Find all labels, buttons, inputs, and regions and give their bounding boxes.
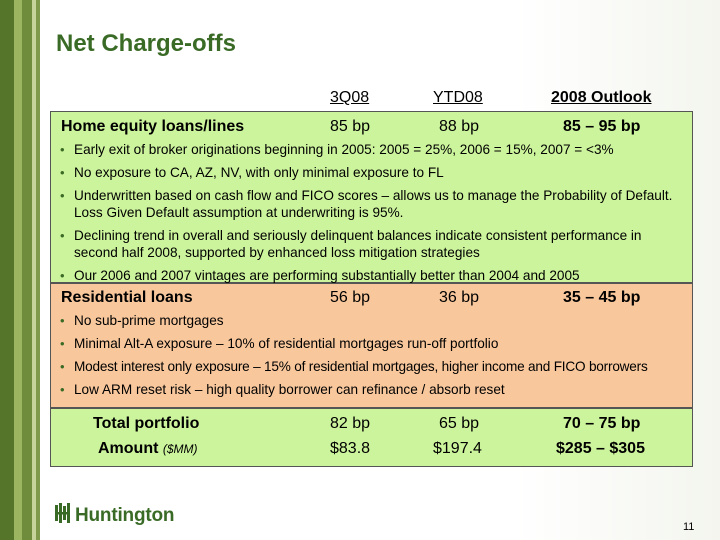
residential-outlook: 35 – 45 bp [563,289,641,306]
totals-section: Total portfolio 82 bp 65 bp 70 – 75 bp A… [50,408,693,467]
bullet-icon: • [60,359,65,374]
bullet-icon: • [60,313,65,328]
bullet-icon: • [60,165,65,180]
residential-3q08: 56 bp [330,289,371,306]
bullet-icon: • [60,228,65,243]
bullet-item: • Low ARM reset risk – high quality borro… [60,382,505,397]
residential-section: Residential loans 56 bp 36 bp 35 – 45 bp… [50,283,693,408]
total-portfolio-label: Total portfolio [93,415,200,432]
home-equity-bullets: • Early exit of broker originations begin… [59,141,686,290]
amount-3q08: $83.8 [330,440,371,457]
amount-label: Amount [98,440,159,457]
bullet-icon: • [60,188,65,203]
left-stripe-light [14,0,22,540]
slide-title: Net Charge-offs [56,30,237,57]
total-portfolio-3q08: 82 bp [330,415,371,432]
bullet-icon: • [60,142,65,157]
amount-outlook: $285 – $305 [556,440,645,457]
amount-unit: ($MM) [162,442,198,456]
bullet-item: • Early exit of broker originations begin… [60,142,614,157]
total-portfolio-ytd08: 65 bp [439,415,480,432]
bullet-item: • No sub-prime mortgages [60,313,224,328]
left-stripe-dark [0,0,14,540]
home-equity-label: Home equity loans/lines [61,118,245,135]
column-header-outlook: 2008 Outlook [551,89,652,106]
amount-label-group: Amount ($MM) [98,440,198,458]
left-stripe-mid [22,0,32,540]
home-equity-ytd08: 88 bp [439,118,480,135]
huntington-logo-text: Huntington [75,505,175,526]
total-portfolio-outlook: 70 – 75 bp [563,415,641,432]
bullet-item: • Underwritten based on cash flow and FIC… [60,188,673,220]
left-stripe-edge [36,0,40,540]
column-header-3q08: 3Q08 [330,89,370,106]
home-equity-outlook: 85 – 95 bp [563,118,641,135]
bullet-icon: • [60,382,65,397]
home-equity-3q08: 85 bp [330,118,371,135]
bullet-item: • Our 2006 and 2007 vintages are performi… [60,268,580,283]
residential-ytd08: 36 bp [439,289,480,306]
bullet-icon: • [60,336,65,351]
bullet-icon: • [60,268,65,283]
page-number: 11 [683,521,695,533]
bullet-item: • No exposure to CA, AZ, NV, with only mi… [60,165,444,180]
bullet-item: • Minimal Alt-A exposure – 10% of residen… [60,336,499,351]
huntington-logo-icon [55,503,70,523]
column-header-ytd08: YTD08 [433,89,483,106]
amount-ytd08: $197.4 [433,440,482,457]
home-equity-section: Home equity loans/lines 85 bp 88 bp 85 –… [50,111,693,283]
residential-label: Residential loans [61,289,193,306]
bullet-item: • Declining trend in overall and seriousl… [60,228,642,260]
left-stripe-pale [32,0,36,540]
residential-bullets: • No sub-prime mortgages • Minimal Alt-A e… [59,312,686,404]
bullet-item: • Modest interest only exposure – 15% of … [60,359,648,374]
